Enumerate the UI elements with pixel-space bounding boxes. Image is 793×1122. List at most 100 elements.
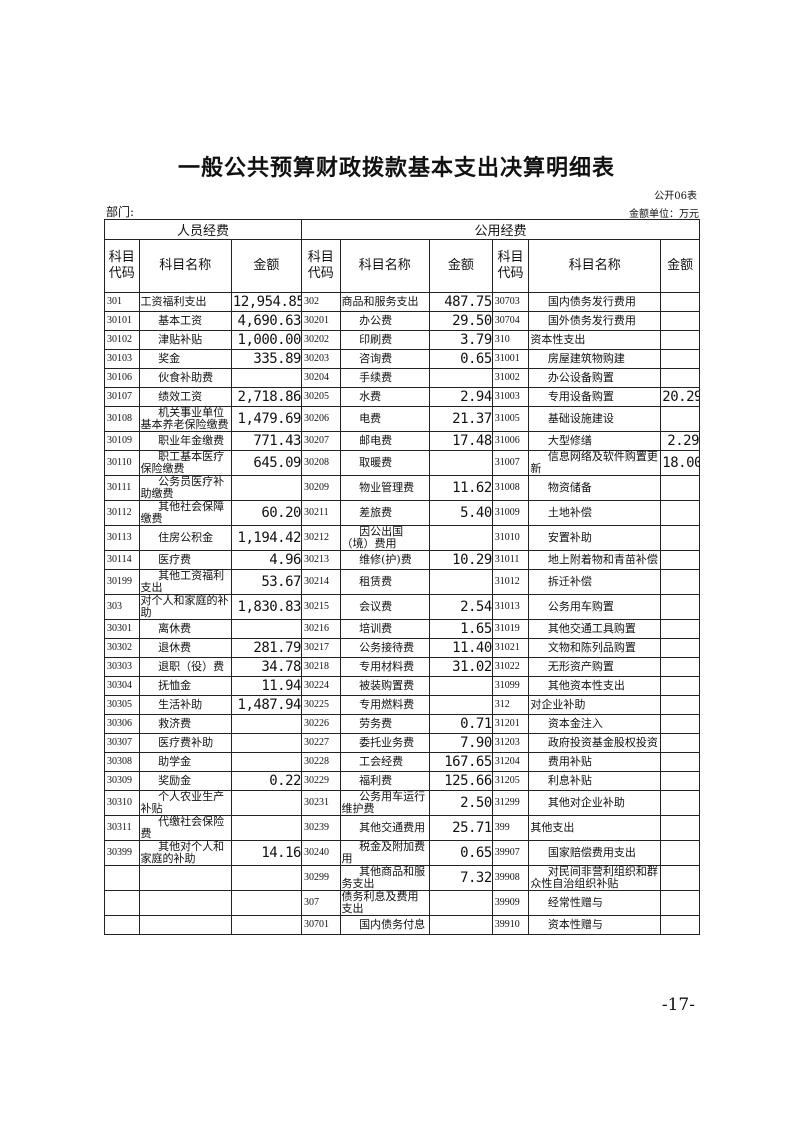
- table-row: 301 工资福利支出 12,954.85 302 商品和服务支出 487.75 30703 国…: [104, 292, 700, 312]
- subject-name: 退职（役）费: [138, 657, 232, 677]
- amount: [428, 676, 493, 696]
- table-row: 30108 机关事业单位基本养老保险缴费 1,479.69 30206 电费 21.37 3…: [104, 406, 700, 432]
- subject-name: 工会经费: [339, 752, 430, 772]
- amount: 0.71: [428, 714, 493, 734]
- table-row: 307 债务利息及费用支出 39909 经常性赠与: [104, 890, 700, 916]
- department-label: 部门:: [106, 205, 135, 219]
- subject-name: 绩效工资: [138, 387, 232, 407]
- subject-code: 30106: [104, 368, 140, 388]
- subject-code: 30102: [104, 330, 140, 350]
- subject-code: 30113: [104, 525, 140, 551]
- amount: [660, 619, 700, 639]
- subject-name: 其他商品和服务支出: [339, 865, 430, 891]
- subject-name: 土地补偿: [528, 500, 662, 526]
- subject-code: 30227: [300, 733, 341, 753]
- amount: [660, 500, 700, 526]
- subject-name: 资本性支出: [528, 330, 662, 350]
- amount: 29.50: [428, 311, 493, 331]
- subject-code: 30224: [300, 676, 341, 696]
- amount: 1,479.69: [230, 406, 302, 432]
- table-row: 30301 离休费 30216 培训费 1.65 31019 其他交通工具购置: [104, 619, 700, 639]
- subject-code: 30216: [300, 619, 341, 639]
- subject-name: 手续费: [339, 368, 430, 388]
- subject-code: 30110: [104, 450, 140, 476]
- subject-code: 30202: [300, 330, 341, 350]
- amount: [660, 330, 700, 350]
- amount: 4,690.63: [230, 311, 302, 331]
- subject-name: 抚恤金: [138, 676, 232, 696]
- subject-code: 31203: [491, 733, 530, 753]
- column-header: 科目名称: [339, 239, 430, 293]
- subject-code: 31019: [491, 619, 530, 639]
- subject-code: 30228: [300, 752, 341, 772]
- amount: 17.48: [428, 431, 493, 451]
- subject-name: 伙食补助费: [138, 368, 232, 388]
- subject-code: 39907: [491, 840, 530, 866]
- subject-name: 国外债务发行费用: [528, 311, 662, 331]
- amount: [660, 349, 700, 369]
- table-row: 303 对个人和家庭的补助 1,830.83 30215 会议费 2.54 31013 公务用…: [104, 594, 700, 620]
- table-row: 30303 退职（役）费 34.78 30218 专用材料费 31.02 31022 无形资产…: [104, 657, 700, 677]
- subject-name: 信息网络及软件购置更新: [528, 450, 662, 476]
- subject-name: 其他交通费用: [339, 815, 430, 841]
- subject-code: 39910: [491, 915, 530, 935]
- subject-name: 水费: [339, 387, 430, 407]
- subject-name: 咨询费: [339, 349, 430, 369]
- subject-name: 政府投资基金股权投资: [528, 733, 662, 753]
- subject-code: 30207: [300, 431, 341, 451]
- subject-name: 其他社会保障缴费: [138, 500, 232, 526]
- amount: 20.29: [660, 387, 700, 407]
- amount: [428, 569, 493, 595]
- amount: [230, 915, 302, 935]
- amount: 34.78: [230, 657, 302, 677]
- amount: [660, 790, 700, 816]
- amount: 2.50: [428, 790, 493, 816]
- subject-name: 工资福利支出: [138, 292, 232, 312]
- table-row: 30114 医疗费 4.96 30213 维修(护)费 10.29 31011 地上附着物和青…: [104, 550, 700, 570]
- table-row: 30102 津贴补贴 1,000.00 30202 印刷费 3.79 310 资本性支出: [104, 330, 700, 350]
- subject-code: [104, 915, 140, 935]
- subject-code: 31007: [491, 450, 530, 476]
- group-header-personnel: 人员经费: [104, 219, 302, 240]
- column-header: 科目代码: [300, 239, 341, 293]
- subject-name: 维修(护)费: [339, 550, 430, 570]
- subject-name: 其他对企业补助: [528, 790, 662, 816]
- amount: [660, 695, 700, 715]
- subject-name: 取暖费: [339, 450, 430, 476]
- amount: [428, 890, 493, 916]
- amount: 53.67: [230, 569, 302, 595]
- amount: 11.94: [230, 676, 302, 696]
- subject-code: 31006: [491, 431, 530, 451]
- subject-name: 奖励金: [138, 771, 232, 791]
- subject-code: 30109: [104, 431, 140, 451]
- subject-code: 30208: [300, 450, 341, 476]
- subject-code: 30212: [300, 525, 341, 551]
- amount: 18.00: [660, 450, 700, 476]
- subject-code: 302: [300, 292, 341, 312]
- amount: [660, 771, 700, 791]
- amount: 335.89: [230, 349, 302, 369]
- amount: [660, 840, 700, 866]
- subject-code: 31022: [491, 657, 530, 677]
- subject-name: 基本工资: [138, 311, 232, 331]
- amount: 167.65: [428, 752, 493, 772]
- subject-code: 30303: [104, 657, 140, 677]
- amount: [428, 450, 493, 476]
- amount: [660, 752, 700, 772]
- amount: 125.66: [428, 771, 493, 791]
- table-row: 30306 救济费 30226 劳务费 0.71 31201 资本金注入: [104, 714, 700, 734]
- subject-code: 30203: [300, 349, 341, 369]
- amount: 14.16: [230, 840, 302, 866]
- subject-name: 税金及附加费用: [339, 840, 430, 866]
- amount: 12,954.85: [230, 292, 302, 312]
- subject-name: 救济费: [138, 714, 232, 734]
- amount: 2.54: [428, 594, 493, 620]
- amount: 10.29: [428, 550, 493, 570]
- subject-name: 资本性赠与: [528, 915, 662, 935]
- subject-name: 专用设备购置: [528, 387, 662, 407]
- amount: 11.62: [428, 475, 493, 501]
- subject-name: 助学金: [138, 752, 232, 772]
- form-number: 公开06表: [654, 191, 697, 202]
- subject-code: 30311: [104, 815, 140, 841]
- amount: 21.37: [428, 406, 493, 432]
